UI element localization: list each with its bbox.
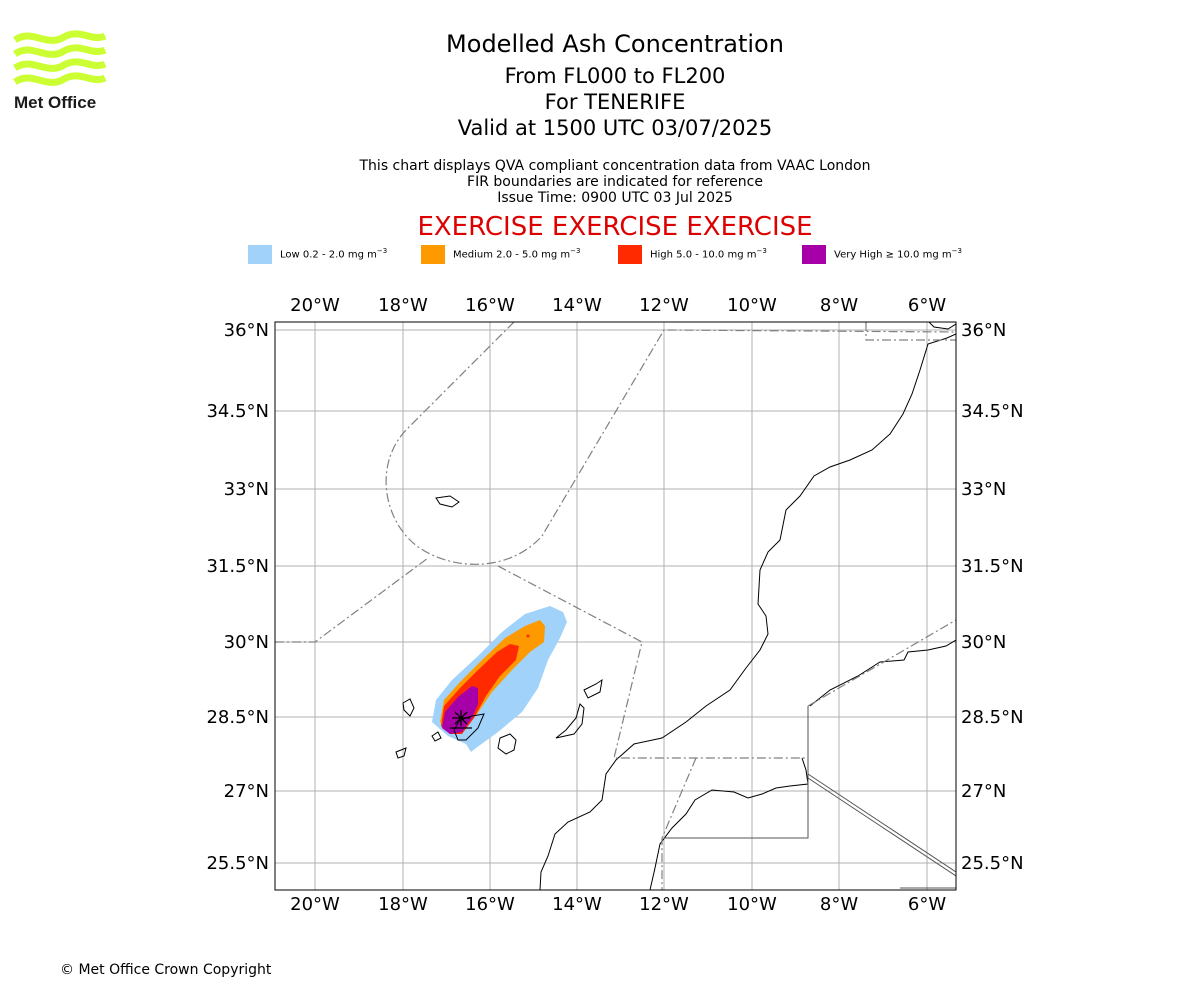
lat-tick-label: 36°N bbox=[224, 320, 269, 341]
legend-label-high: High 5.0 - 10.0 mg m−3 bbox=[650, 247, 767, 261]
lon-tick-label: 6°W bbox=[908, 295, 946, 316]
lat-tick-label: 25.5°N bbox=[206, 853, 269, 874]
lon-tick-label: 8°W bbox=[820, 295, 858, 316]
legend-swatch-very-high bbox=[802, 244, 826, 264]
lon-tick-label: 20°W bbox=[290, 894, 340, 915]
info-qva: This chart displays QVA compliant concen… bbox=[359, 158, 871, 174]
legend-item-high: High 5.0 - 10.0 mg m−3 bbox=[618, 244, 767, 264]
longitude-labels-top: 20°W 18°W 16°W 14°W 12°W 10°W 8°W 6°W bbox=[290, 295, 946, 316]
lat-tick-label: 31.5°N bbox=[206, 556, 269, 577]
volcano-marker bbox=[450, 710, 472, 729]
lat-tick-label: 30°N bbox=[961, 632, 1006, 653]
legend-label-medium: Medium 2.0 - 5.0 mg m−3 bbox=[453, 247, 581, 261]
latitude-labels-right: 36°N 34.5°N 33°N 31.5°N 30°N 28.5°N 27°N 25.5°N bbox=[961, 320, 1024, 874]
legend-label-very-high: Very High ≥ 10.0 mg m−3 bbox=[834, 247, 962, 261]
lat-tick-label: 31.5°N bbox=[961, 556, 1024, 577]
lat-tick-label: 28.5°N bbox=[206, 707, 269, 728]
lon-tick-label: 16°W bbox=[465, 295, 515, 316]
lon-tick-label: 20°W bbox=[290, 295, 340, 316]
fir-boundaries bbox=[275, 322, 956, 890]
legend-swatch-high bbox=[618, 244, 642, 264]
flight-level-range: From FL000 to FL200 bbox=[504, 64, 726, 88]
graticule bbox=[275, 322, 956, 890]
logo-text: Met Office bbox=[14, 93, 96, 112]
legend-swatch-medium bbox=[421, 244, 445, 264]
map-frame bbox=[274, 321, 957, 891]
met-office-logo: Met Office bbox=[12, 28, 112, 114]
lat-tick-label: 28.5°N bbox=[961, 707, 1024, 728]
valid-time: Valid at 1500 UTC 03/07/2025 bbox=[457, 116, 773, 140]
country-borders bbox=[664, 706, 956, 889]
lat-tick-label: 25.5°N bbox=[961, 853, 1024, 874]
volcano-name: For TENERIFE bbox=[544, 90, 686, 114]
info-fir: FIR boundaries are indicated for referen… bbox=[467, 174, 763, 190]
lat-tick-label: 33°N bbox=[224, 479, 269, 500]
lat-tick-label: 34.5°N bbox=[206, 401, 269, 422]
lon-tick-label: 12°W bbox=[639, 894, 689, 915]
ash-very-high bbox=[442, 686, 478, 734]
lon-tick-label: 18°W bbox=[378, 894, 428, 915]
lon-tick-label: 10°W bbox=[727, 894, 777, 915]
latitude-labels-left: 36°N 34.5°N 33°N 31.5°N 30°N 28.5°N 27°N 25.5°N bbox=[206, 320, 269, 874]
lon-tick-label: 18°W bbox=[378, 295, 428, 316]
exercise-banner: EXERCISE EXERCISE EXERCISE bbox=[417, 212, 813, 242]
issue-time: Issue Time: 0900 UTC 03 Jul 2025 bbox=[497, 190, 733, 206]
legend-item-low: Low 0.2 - 2.0 mg m−3 bbox=[248, 244, 387, 264]
lon-tick-label: 10°W bbox=[727, 295, 777, 316]
legend-item-very-high: Very High ≥ 10.0 mg m−3 bbox=[802, 244, 962, 264]
lon-tick-label: 12°W bbox=[639, 295, 689, 316]
legend-label-low: Low 0.2 - 2.0 mg m−3 bbox=[280, 247, 388, 261]
lat-tick-label: 27°N bbox=[224, 781, 269, 802]
lon-tick-label: 8°W bbox=[820, 894, 858, 915]
lat-tick-label: 27°N bbox=[961, 781, 1006, 802]
copyright: © Met Office Crown Copyright bbox=[60, 962, 272, 978]
ash-high-spot bbox=[526, 634, 530, 638]
lon-tick-label: 14°W bbox=[552, 894, 602, 915]
lat-tick-label: 30°N bbox=[224, 632, 269, 653]
coastlines bbox=[395, 322, 956, 890]
longitude-labels-bottom: 20°W 18°W 16°W 14°W 12°W 10°W 8°W 6°W bbox=[290, 894, 946, 915]
legend-swatch-low bbox=[248, 244, 272, 264]
lon-tick-label: 14°W bbox=[552, 295, 602, 316]
lon-tick-label: 16°W bbox=[465, 894, 515, 915]
lat-tick-label: 34.5°N bbox=[961, 401, 1024, 422]
lon-tick-label: 6°W bbox=[908, 894, 946, 915]
legend-item-medium: Medium 2.0 - 5.0 mg m−3 bbox=[421, 244, 580, 264]
chart-title: Modelled Ash Concentration bbox=[446, 30, 784, 58]
lat-tick-label: 36°N bbox=[961, 320, 1006, 341]
lat-tick-label: 33°N bbox=[961, 479, 1006, 500]
